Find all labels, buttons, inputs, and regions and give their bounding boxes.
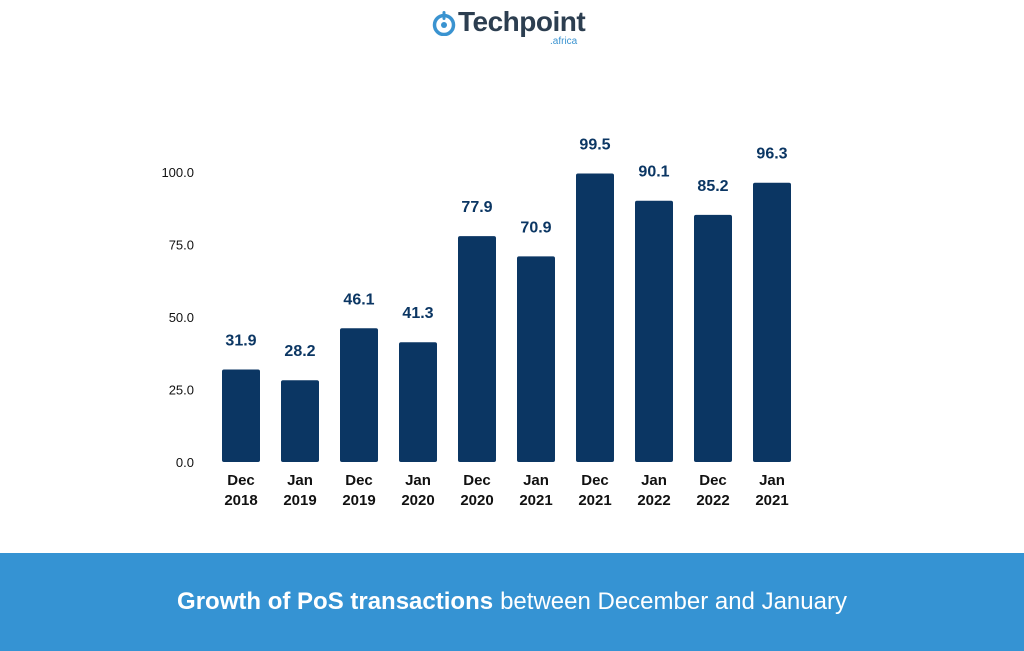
bar <box>576 173 614 462</box>
x-tick-label-year: 2021 <box>755 492 788 509</box>
caption-bold: Growth of PoS transactions <box>177 588 494 615</box>
x-tick-label-month: Jan <box>287 472 313 489</box>
logo-suffix: .africa <box>550 36 578 47</box>
bar <box>458 236 496 462</box>
x-tick-label-year: 2022 <box>637 492 670 509</box>
bar-value-label: 90.1 <box>638 164 669 181</box>
y-tick-label: 50.0 <box>169 310 194 325</box>
x-tick-label-year: 2021 <box>519 492 552 509</box>
caption-banner: Growth of PoS transactions between Decem… <box>0 553 1024 651</box>
x-tick-label-month: Jan <box>523 472 549 489</box>
bar <box>694 214 732 462</box>
x-tick-label-year: 2020 <box>460 492 493 509</box>
x-tick-label-month: Dec <box>581 472 609 489</box>
x-tick-label-year: 2019 <box>342 492 375 509</box>
bar-value-label: 28.2 <box>284 343 315 360</box>
bar <box>517 256 555 462</box>
bar <box>222 369 260 462</box>
bar-value-label: 85.2 <box>697 178 728 195</box>
y-tick-label: 75.0 <box>169 238 194 253</box>
bar-value-label: 99.5 <box>579 136 610 153</box>
y-tick-label: 100.0 <box>161 165 194 180</box>
techpoint-logo: Techpoint .africa <box>428 4 598 48</box>
bar <box>399 342 437 462</box>
techpoint-logo-icon <box>432 11 456 36</box>
x-tick-label-year: 2020 <box>401 492 434 509</box>
bar <box>635 200 673 462</box>
y-tick-label: 25.0 <box>169 383 194 398</box>
bar <box>340 328 378 462</box>
x-tick-label-month: Dec <box>699 472 727 489</box>
x-tick-label-month: Jan <box>759 472 785 489</box>
x-tick-label-month: Dec <box>345 472 373 489</box>
x-tick-label-month: Dec <box>227 472 255 489</box>
bar-value-label: 96.3 <box>756 146 787 163</box>
x-tick-label-year: 2022 <box>696 492 729 509</box>
bar-chart: 0.0 25.0 50.0 75.0 100.0 31.9 Dec 2018 28.2 Jan 20… <box>161 136 791 509</box>
x-tick-label-month: Dec <box>463 472 491 489</box>
x-tick-label-month: Jan <box>641 472 667 489</box>
x-tick-label-year: 2019 <box>283 492 316 509</box>
bar-value-label: 77.9 <box>461 199 492 216</box>
bar-value-label: 41.3 <box>402 305 433 322</box>
x-tick-label-year: 2021 <box>578 492 611 509</box>
y-tick-label: 0.0 <box>176 455 194 470</box>
bar <box>753 182 791 463</box>
bar <box>281 380 319 462</box>
bar-value-label: 70.9 <box>520 219 551 236</box>
x-tick-label-month: Jan <box>405 472 431 489</box>
caption-rest: between December and January <box>500 588 847 615</box>
bar-value-label: 46.1 <box>343 291 374 308</box>
x-tick-label-year: 2018 <box>224 492 257 509</box>
bar-value-label: 31.9 <box>225 332 256 349</box>
logo-wordmark: Techpoint <box>458 6 586 37</box>
